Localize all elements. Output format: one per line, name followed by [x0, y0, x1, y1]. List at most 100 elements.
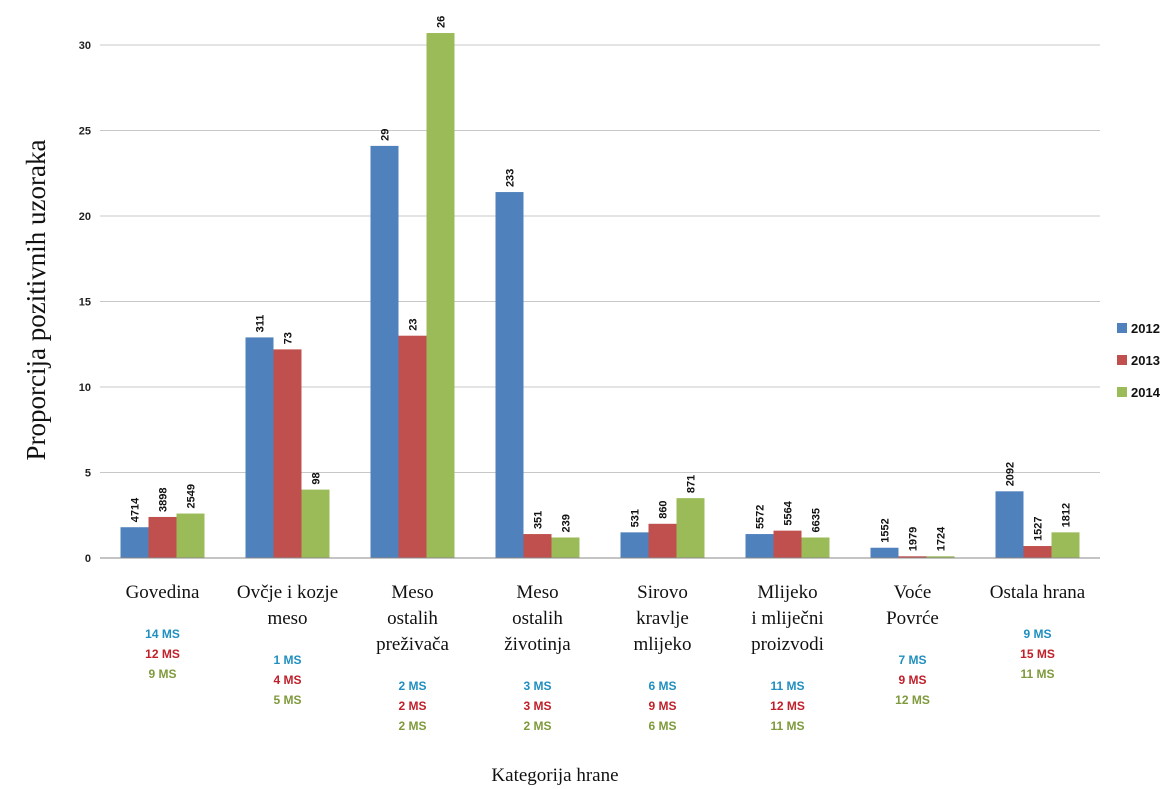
ms-label: 4 MS — [273, 673, 301, 687]
category-label: životinja — [504, 634, 571, 655]
ms-label: 11 MS — [770, 719, 804, 733]
category-label: Povrće — [886, 608, 939, 629]
category-label: Ovčje i kozje — [237, 582, 338, 603]
bar — [1023, 546, 1052, 558]
data-label: 6635 — [811, 508, 823, 532]
ms-label: 9 MS — [898, 673, 926, 687]
y-tick-label: 15 — [79, 297, 91, 309]
y-tick-label: 30 — [79, 40, 91, 52]
category-label: Ostala hrana — [990, 582, 1086, 603]
category-label: meso — [267, 608, 307, 629]
legend-label: 2014 — [1131, 385, 1161, 400]
data-label: 5564 — [783, 500, 795, 525]
bars — [120, 33, 1080, 558]
category-label: mlijeko — [633, 634, 691, 655]
data-label: 311 — [255, 315, 267, 333]
ms-label: 5 MS — [273, 693, 301, 707]
category-label: preživača — [376, 634, 449, 655]
data-label: 233 — [505, 169, 517, 187]
data-label: 73 — [283, 332, 295, 344]
ms-label: 2 MS — [523, 719, 551, 733]
data-label: 1812 — [1061, 503, 1073, 527]
y-tick-label: 20 — [79, 211, 91, 223]
data-label: 29 — [380, 129, 392, 141]
bar — [523, 534, 552, 558]
ms-label: 2 MS — [398, 679, 426, 693]
bar — [620, 532, 649, 558]
y-tick-label: 10 — [79, 382, 91, 394]
category-label: Sirovo — [637, 582, 688, 603]
data-label: 239 — [561, 514, 573, 532]
bar — [148, 516, 177, 558]
bar — [398, 335, 427, 558]
x-axis-label: Kategorija hrane — [491, 765, 618, 786]
legend-label: 2012 — [1131, 321, 1160, 336]
category-label: Meso — [391, 582, 433, 603]
ms-label: 3 MS — [523, 679, 551, 693]
category-label: i mliječni — [751, 608, 823, 629]
bar — [676, 498, 705, 558]
data-label: 2549 — [186, 484, 198, 508]
ms-label: 12 MS — [895, 693, 930, 707]
ms-label: 6 MS — [648, 719, 676, 733]
data-label: 3898 — [158, 487, 170, 511]
bar — [801, 537, 830, 558]
legend-label: 2013 — [1131, 353, 1160, 368]
bar — [745, 534, 774, 558]
bar — [648, 523, 677, 558]
bar — [495, 192, 524, 558]
bar — [245, 337, 274, 558]
data-label: 871 — [686, 475, 698, 493]
data-label: 5572 — [755, 505, 767, 529]
bar — [301, 489, 330, 558]
ms-label: 11 MS — [1020, 667, 1054, 681]
category-label: kravlje — [636, 608, 689, 629]
data-label: 531 — [630, 509, 642, 527]
category-labels: Govedina Ovčje i kozje meso Meso ostalih prež… — [126, 582, 1086, 655]
bar — [176, 513, 205, 558]
bar — [426, 33, 455, 558]
legend-swatch — [1117, 323, 1127, 333]
bar — [273, 349, 302, 558]
bar — [898, 556, 927, 558]
bar — [995, 491, 1024, 558]
data-label: 2092 — [1005, 462, 1017, 486]
legend-swatch — [1117, 355, 1127, 365]
data-label: 1979 — [908, 527, 920, 551]
data-label: 1552 — [880, 518, 892, 542]
bar — [370, 145, 399, 558]
ms-label: 9 MS — [148, 667, 176, 681]
ms-label: 1 MS — [273, 653, 301, 667]
bar — [1051, 532, 1080, 558]
ms-label: 9 MS — [1023, 627, 1051, 641]
y-axis-label: Proporcija pozitivnih uzoraka — [21, 140, 51, 461]
ms-label: 6 MS — [648, 679, 676, 693]
data-label: 860 — [658, 500, 670, 518]
data-label: 4714 — [130, 497, 142, 522]
legend-swatch — [1117, 387, 1127, 397]
data-label: 26 — [436, 16, 448, 28]
ms-label: 2 MS — [398, 719, 426, 733]
data-label: 1527 — [1033, 517, 1045, 541]
ms-label: 7 MS — [898, 653, 926, 667]
data-label: 23 — [408, 318, 420, 330]
bar — [870, 547, 899, 558]
data-label: 1724 — [936, 526, 948, 551]
ms-label: 3 MS — [523, 699, 551, 713]
category-label: Mlijeko — [757, 582, 817, 603]
ms-label: 12 MS — [770, 699, 805, 713]
category-label: proizvodi — [751, 634, 824, 655]
bar — [926, 556, 955, 558]
ms-label: 14 MS — [145, 627, 180, 641]
legend: 2012 2013 2014 — [1117, 321, 1161, 400]
ms-label: 9 MS — [648, 699, 676, 713]
category-label: Govedina — [126, 582, 200, 603]
ms-label: 15 MS — [1020, 647, 1055, 661]
ms-label: 2 MS — [398, 699, 426, 713]
data-label: 98 — [311, 472, 323, 484]
bar — [551, 537, 580, 558]
ms-label: 11 MS — [770, 679, 804, 693]
bar — [120, 527, 149, 558]
category-label: ostalih — [512, 608, 563, 629]
